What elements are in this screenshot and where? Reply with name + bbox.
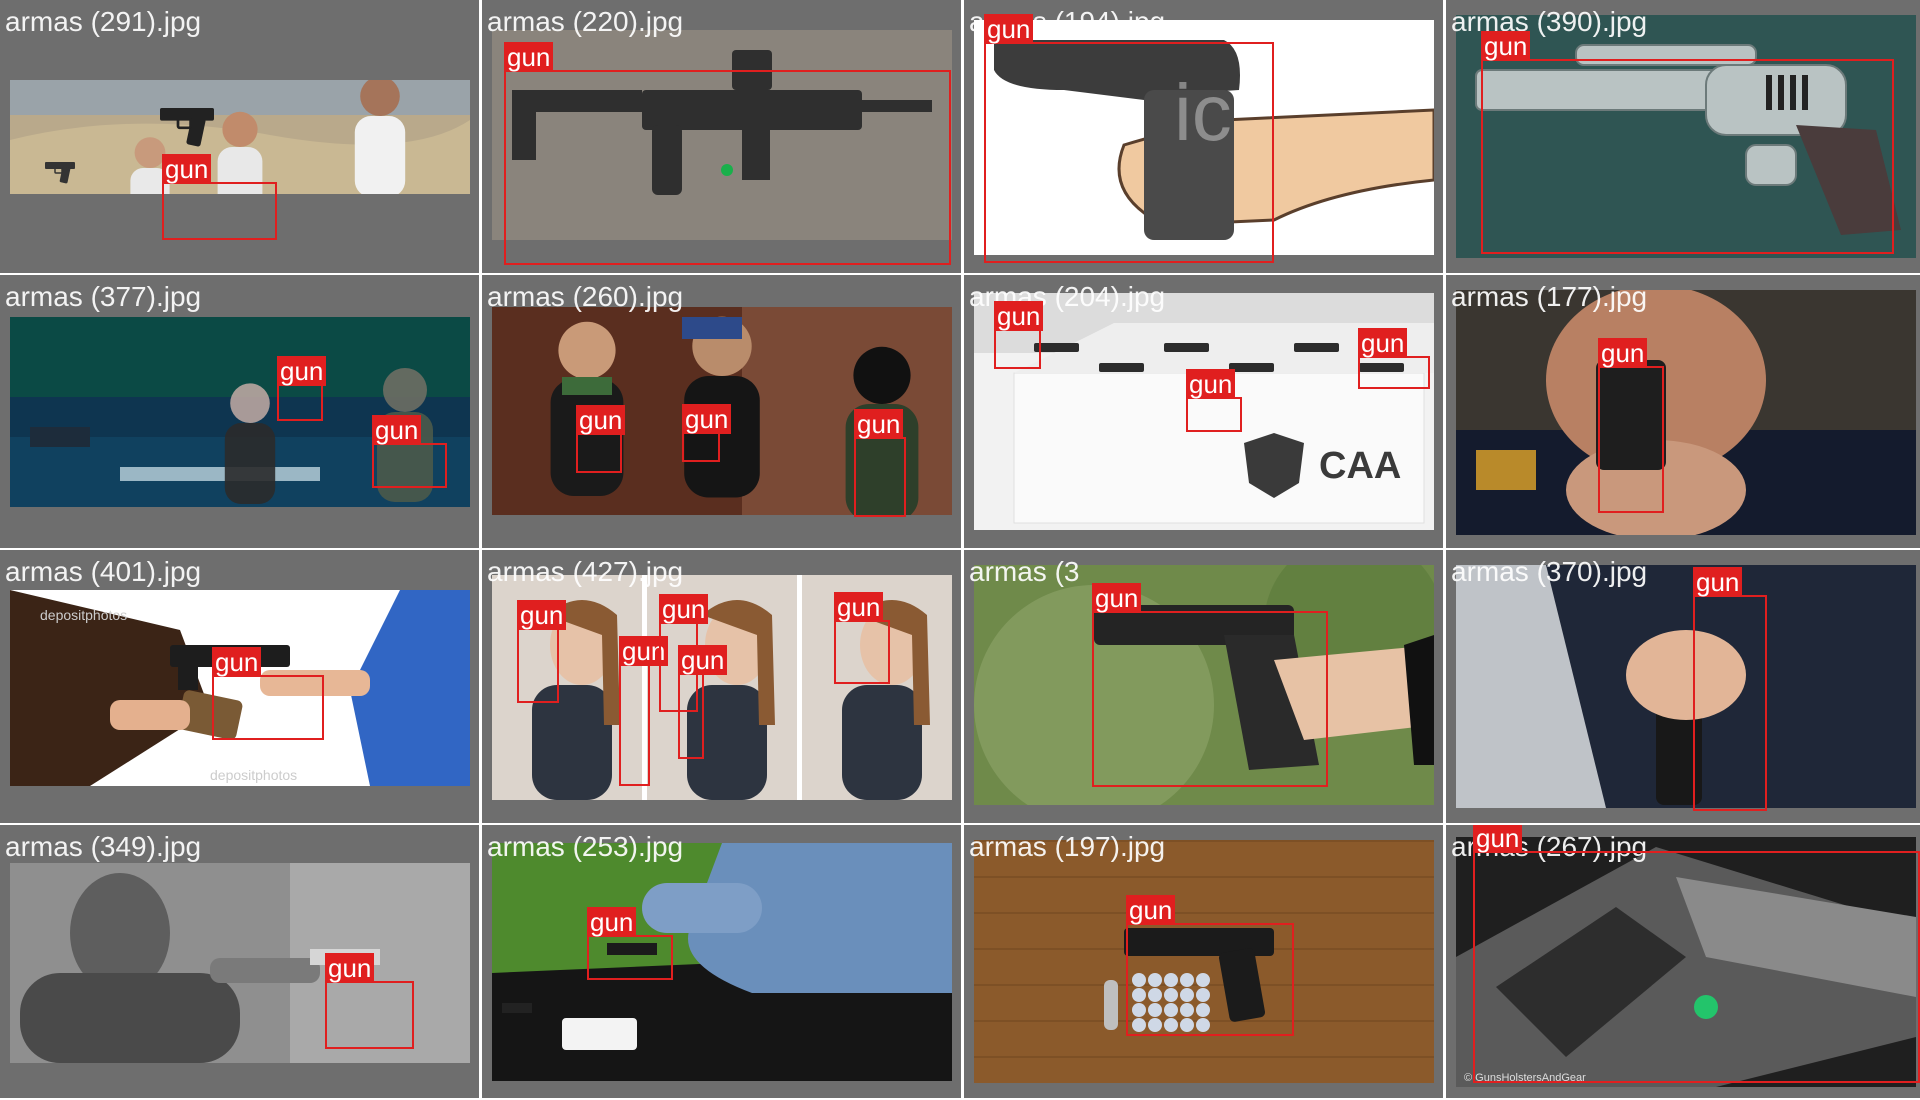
detection-label: gun [984,14,1034,44]
detection-box: gun [1186,369,1242,432]
grid-cell[interactable]: armas (427).jpg gun gun gun gun gun [482,550,961,823]
image-thumbnail[interactable]: CAA [974,293,1434,530]
image-thumbnail[interactable] [492,843,952,1081]
detection-box: gun [504,42,951,265]
detection-label: gun [587,907,637,937]
grid-cell[interactable]: depositphotos depositphotos armas (401).j… [0,550,479,823]
grid-cell[interactable]: armas (370).jpg gun [1446,550,1920,823]
detection-box: gun [994,301,1044,369]
detection-box: gun [984,14,1274,263]
detection-box: gun [678,645,728,759]
grid-cell[interactable]: armas (390).jpg gun [1446,0,1920,273]
image-filename: armas (291).jpg [5,6,202,37]
detection-label: gun [372,415,422,445]
detection-box: gun [1481,31,1894,254]
image-filename: armas (253).jpg [487,831,684,862]
detection-box: gun [576,405,626,473]
grid-cell[interactable]: armas (349).jpg gun [0,825,479,1098]
detection-label: gun [1473,825,1523,853]
grid-cell[interactable]: armas (291).jpg gun [0,0,479,273]
grid-cell[interactable]: armas (377).jpg gun gun [0,275,479,548]
image-filename: armas (197).jpg [969,831,1166,862]
detection-box: gun [834,592,890,684]
detection-box: gun [517,600,567,703]
svg-text:ic: ic [1174,68,1232,157]
grid-cell[interactable]: © GunsHolstersAndGear armas (267).jpg gun [1446,825,1920,1098]
grid-cell[interactable]: CAA armas (204).jpg gun gun gun [964,275,1443,548]
grid-cell[interactable]: armas (260).jpg gun gun gun [482,275,961,548]
svg-text:CAA: CAA [1319,445,1401,487]
image-filename: armas (377).jpg [5,281,202,312]
image-thumbnail[interactable]: depositphotos depositphotos [10,590,470,786]
detection-label: gun [1481,31,1531,61]
detection-box: gun [372,415,447,488]
detection-box: gun [1693,567,1767,811]
svg-text:depositphotos: depositphotos [210,767,297,783]
image-thumbnail[interactable] [1456,565,1916,808]
image-filename: armas (427).jpg [487,556,684,587]
detection-label: gun [325,953,375,983]
detection-label: gun [834,592,884,622]
image-thumbnail[interactable] [10,317,470,507]
image-thumbnail[interactable]: © GunsHolstersAndGear [1456,837,1916,1087]
image-thumbnail[interactable]: ic [974,20,1434,255]
grid-cell[interactable]: ic armas (194).jpg gun [964,0,1443,273]
detection-box: gun [1598,338,1664,513]
grid-cell[interactable]: armas (220).jpg gun [482,0,961,273]
detection-label: gun [1126,895,1176,925]
image-thumbnail[interactable] [10,863,470,1063]
detection-box: gun [162,154,277,240]
detection-box: gun [682,404,732,462]
detection-label: gun [1186,369,1236,399]
image-thumbnail[interactable] [1456,290,1916,535]
grid-cell[interactable]: armas (197).jpg gun [964,825,1443,1098]
image-filename: armas (177).jpg [1451,281,1648,312]
detection-label: gun [994,301,1044,331]
detection-box: gun [1358,328,1430,389]
detection-label: gun [1598,338,1648,368]
image-thumbnail[interactable] [974,565,1434,805]
detection-label: gun [1092,583,1142,613]
image-filename: armas (260).jpg [487,281,684,312]
detection-label: gun [576,405,626,435]
detection-label: gun [678,645,728,675]
detection-label: gun [659,594,709,624]
detection-label: gun [277,356,327,386]
detection-label: gun [504,42,554,72]
detection-label: gun [212,647,262,677]
detection-box: gun [325,953,414,1049]
image-thumbnail[interactable] [1456,15,1916,258]
image-thumbnail[interactable] [492,30,952,240]
detection-box: gun [854,409,906,517]
detection-label: gun [854,409,904,439]
detection-label: gun [1693,567,1743,597]
detection-box: gun [277,356,327,421]
detection-box: gun [619,636,669,786]
image-filename: armas (220).jpg [487,6,684,37]
grid-cell[interactable]: armas (253).jpg gun [482,825,961,1098]
image-thumbnail[interactable] [10,80,470,194]
detection-box: gun [587,907,673,980]
image-filename: armas (3 [969,556,1080,587]
image-filename: armas (401).jpg [5,556,202,587]
image-filename: armas (370).jpg [1451,556,1648,587]
grid-cell[interactable]: armas (3 gun [964,550,1443,823]
detection-label: gun [682,404,732,434]
detection-box: gun [212,647,324,740]
detection-label: gun [1358,328,1408,358]
detection-label: gun [162,154,212,184]
image-thumbnail[interactable] [974,840,1434,1083]
detection-box: gun [1092,583,1328,787]
detection-box: gun [1126,895,1294,1036]
grid-cell[interactable]: armas (177).jpg gun [1446,275,1920,548]
image-filename: armas (349).jpg [5,831,202,862]
detection-box: gun [1473,825,1920,1083]
svg-text:depositphotos: depositphotos [40,607,127,623]
detection-label: gun [517,600,567,630]
